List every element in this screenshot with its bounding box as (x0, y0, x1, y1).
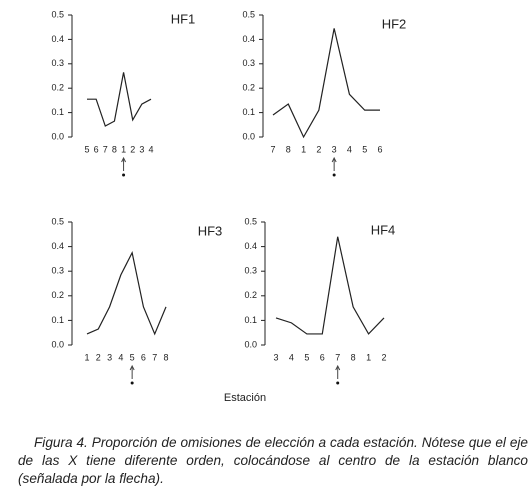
caption: Figura 4. Proporción de omisiones de ele… (18, 434, 528, 488)
y-tick-label: 0.4 (51, 34, 64, 44)
x-tick-label: 4 (289, 352, 294, 362)
y-tick-label: 0.5 (51, 216, 64, 226)
x-tick-label: 2 (381, 352, 386, 362)
caption-label: Figura 4. (34, 435, 88, 450)
x-tick-label: 5 (304, 352, 309, 362)
x-tick-label: 4 (347, 144, 352, 154)
arrow-head (129, 364, 135, 371)
line-series (272, 28, 380, 139)
y-tick-label: 0.2 (244, 290, 257, 300)
y-tick-label: 0.0 (51, 339, 64, 349)
x-tick-label: 2 (96, 352, 101, 362)
y-tick-label: 0.4 (242, 34, 255, 44)
x-tick-label: 6 (94, 144, 99, 154)
chart-title: HF2 (382, 16, 407, 31)
x-tick-label: 1 (84, 352, 89, 362)
x-tick-label: 7 (270, 144, 275, 154)
x-tick-label: 5 (130, 352, 135, 362)
x-tick-label: 5 (84, 144, 89, 154)
x-tick-label: 5 (362, 144, 367, 154)
x-tick-label: 2 (316, 144, 321, 154)
chart-title: HF4 (371, 222, 396, 237)
x-tick-label: 8 (163, 352, 168, 362)
x-axis-label: Estación (224, 392, 266, 404)
y-tick-label: 0.5 (244, 216, 257, 226)
line-series (275, 236, 385, 335)
x-tick-label: 1 (121, 144, 126, 154)
y-tick-label: 0.3 (51, 58, 64, 68)
x-tick-label: 4 (148, 144, 153, 154)
x-tick-label: 8 (351, 352, 356, 362)
chart-title: HF1 (171, 11, 196, 26)
x-tick-label: 3 (107, 352, 112, 362)
x-tick-label: 1 (301, 144, 306, 154)
y-tick-label: 0.4 (244, 241, 257, 251)
y-tick-label: 0.0 (51, 131, 64, 141)
arrow-dot (332, 173, 336, 177)
x-tick-label: 7 (103, 144, 108, 154)
y-tick-label: 0.1 (51, 107, 64, 117)
arrow-dot (130, 381, 134, 385)
x-tick-label: 6 (377, 144, 382, 154)
arrow-head (121, 156, 127, 163)
y-tick-label: 0.3 (244, 266, 257, 276)
x-tick-label: 7 (152, 352, 157, 362)
y-tick-label: 0.4 (51, 241, 64, 251)
x-tick-label: 3 (273, 352, 278, 362)
x-tick-label: 3 (139, 144, 144, 154)
x-tick-label: 2 (130, 144, 135, 154)
x-tick-label: 8 (112, 144, 117, 154)
x-tick-label: 6 (141, 352, 146, 362)
y-tick-label: 0.2 (51, 83, 64, 93)
y-tick-label: 0.5 (51, 9, 64, 19)
arrow-dot (336, 381, 340, 385)
y-tick-label: 0.0 (242, 131, 255, 141)
x-tick-label: 7 (335, 352, 340, 362)
x-tick-label: 1 (366, 352, 371, 362)
y-tick-label: 0.0 (244, 339, 257, 349)
caption-text: Proporción de omisiones de elección a ca… (18, 435, 528, 486)
y-tick-label: 0.2 (242, 83, 255, 93)
arrow-head (331, 156, 337, 163)
chart-title: HF3 (198, 223, 223, 238)
y-tick-label: 0.3 (242, 58, 255, 68)
y-tick-label: 0.2 (51, 290, 64, 300)
x-tick-label: 3 (332, 144, 337, 154)
x-tick-label: 8 (286, 144, 291, 154)
x-tick-label: 4 (118, 352, 123, 362)
y-tick-label: 0.1 (242, 107, 255, 117)
y-tick-label: 0.5 (242, 9, 255, 19)
arrow-head (335, 364, 341, 371)
y-tick-label: 0.1 (244, 315, 257, 325)
line-series (86, 250, 167, 336)
x-tick-label: 6 (320, 352, 325, 362)
line-series (87, 72, 152, 127)
arrow-dot (122, 173, 126, 177)
y-tick-label: 0.1 (51, 315, 64, 325)
y-tick-label: 0.3 (51, 266, 64, 276)
